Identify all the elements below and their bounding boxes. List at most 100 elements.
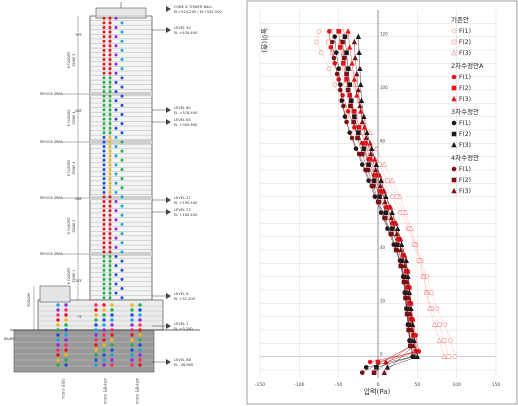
floor-marker: 7F xyxy=(78,315,82,319)
data-point xyxy=(345,87,351,93)
pressure-dot xyxy=(102,48,106,52)
pressure-dot xyxy=(120,232,124,236)
pressure-dot xyxy=(108,245,112,249)
pressure-dot xyxy=(120,158,124,162)
pressure-dot xyxy=(102,80,106,84)
data-point xyxy=(448,338,453,343)
pressure-dot xyxy=(102,67,106,71)
zone-label: ZONE 4 xyxy=(72,112,76,125)
data-point xyxy=(389,177,395,183)
data-point xyxy=(436,337,443,343)
pressure-dot xyxy=(64,328,68,332)
pressure-dot xyxy=(108,154,112,158)
pressure-dot xyxy=(108,58,112,62)
data-point xyxy=(372,166,379,173)
legend-item-label: F(1) xyxy=(459,120,471,127)
pressure-dot xyxy=(108,30,112,34)
pressure-dot xyxy=(64,363,68,367)
pressure-dot xyxy=(94,358,98,362)
pressure-dot xyxy=(102,254,106,258)
pressure-dot xyxy=(120,21,124,25)
data-point xyxy=(389,231,394,237)
data-point xyxy=(337,45,343,50)
pressure-dot xyxy=(94,308,98,312)
data-point xyxy=(349,60,355,66)
data-point xyxy=(451,120,457,126)
data-point xyxy=(451,177,457,183)
pressure-dot xyxy=(130,303,134,307)
pressure-dot xyxy=(102,39,106,43)
pressure-dot xyxy=(110,323,114,327)
data-point xyxy=(405,268,411,274)
pressure-dot xyxy=(102,358,106,362)
pressure-dot xyxy=(120,76,124,80)
pressure-dot xyxy=(102,338,106,342)
pressure-dot xyxy=(102,282,106,286)
pressure-dot xyxy=(130,343,134,347)
data-point xyxy=(388,214,395,221)
pressure-dot xyxy=(108,16,112,20)
pressure-dot xyxy=(138,353,142,357)
pressure-dot xyxy=(120,58,124,62)
data-point xyxy=(367,359,373,365)
data-point xyxy=(410,342,417,349)
pressure-dot xyxy=(102,308,106,312)
data-point xyxy=(431,321,438,327)
data-point xyxy=(451,74,457,80)
data-point xyxy=(347,93,352,98)
pressure-dot xyxy=(110,343,114,347)
data-point xyxy=(339,28,346,34)
pressure-dot xyxy=(102,140,106,144)
level-marker-icon xyxy=(166,293,171,299)
pressure-dot xyxy=(56,363,60,367)
pressure-dot xyxy=(138,333,142,337)
level-elevation: EL +434.400 xyxy=(174,31,198,35)
pressure-dot xyxy=(108,108,112,112)
pressure-dot xyxy=(64,303,68,307)
data-point xyxy=(451,141,457,148)
pressure-dot xyxy=(102,35,106,39)
pressure-dot xyxy=(102,236,106,240)
pressure-dot xyxy=(120,222,124,226)
data-point xyxy=(367,157,373,162)
level-elevation: EL +378.400 xyxy=(174,111,198,115)
pressure-dot xyxy=(114,227,118,231)
pressure-dot xyxy=(102,227,106,231)
pressure-dot xyxy=(108,103,112,107)
legend-group-title: 2차수정안A xyxy=(451,61,484,70)
pressure-dot xyxy=(108,177,112,181)
pressure-dot xyxy=(138,348,142,352)
data-point xyxy=(384,364,391,370)
data-point xyxy=(316,29,322,34)
pressure-dot xyxy=(120,250,124,254)
level-marker-icon xyxy=(166,27,171,33)
level-marker-icon xyxy=(166,323,171,329)
pressure-dot xyxy=(114,90,118,94)
data-point xyxy=(451,28,457,34)
pressure-dot xyxy=(108,222,112,226)
data-point xyxy=(359,151,365,157)
pressure-dot xyxy=(114,264,118,268)
data-point xyxy=(346,44,353,50)
data-point xyxy=(429,290,434,295)
zone-floor-count: 6 FLOORS xyxy=(67,160,71,177)
pressure-dot xyxy=(94,338,98,342)
data-point xyxy=(373,145,380,151)
data-point xyxy=(394,225,401,231)
data-point xyxy=(365,167,371,173)
pressure-dot xyxy=(102,313,106,317)
roof-label: CUBE & TOWER BALL xyxy=(174,5,212,9)
pressure-dot xyxy=(102,363,106,367)
legend-group-title: 4차수정안 xyxy=(451,153,479,162)
data-point xyxy=(451,166,457,172)
pressure-dot xyxy=(102,149,106,153)
pressure-dot xyxy=(110,358,114,362)
pressure-dot xyxy=(102,122,106,126)
pressure-dot xyxy=(102,277,106,281)
floor-marker: 97F xyxy=(75,33,82,37)
pressure-dot xyxy=(114,25,118,29)
data-point xyxy=(336,66,341,71)
pressure-dot xyxy=(64,353,68,357)
pressure-point-dots xyxy=(56,16,142,367)
